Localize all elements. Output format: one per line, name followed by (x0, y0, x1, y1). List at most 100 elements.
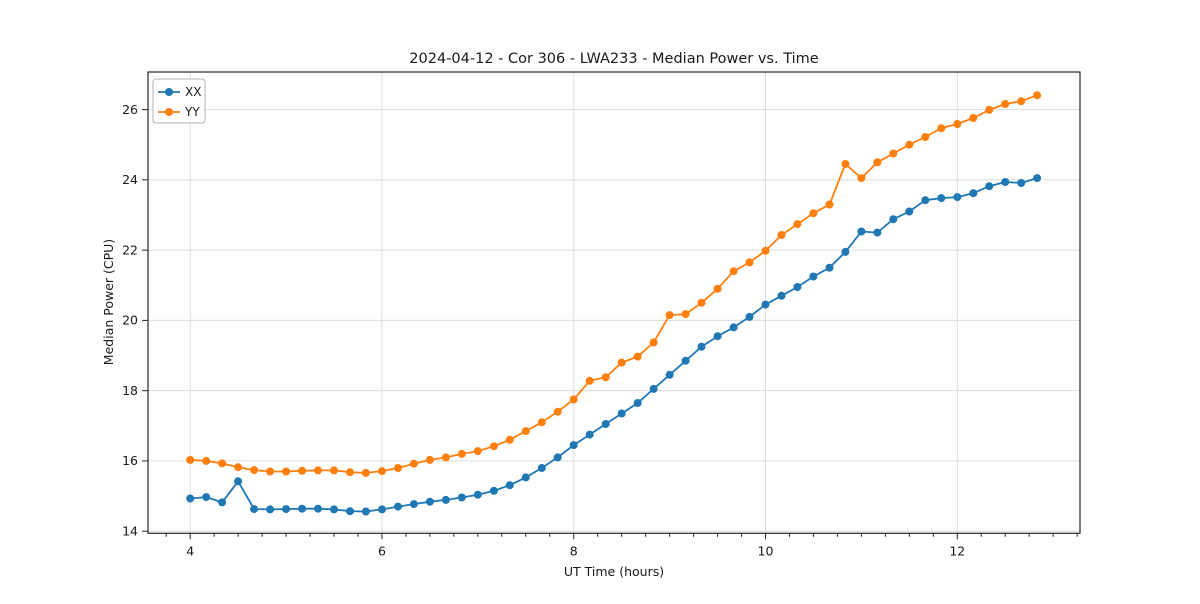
data-point-yy (585, 376, 594, 385)
legend-marker-icon (165, 88, 173, 96)
data-point-xx (681, 356, 690, 365)
data-point-xx (1017, 179, 1026, 187)
data-point-yy (361, 468, 370, 477)
data-point-xx (969, 189, 978, 198)
data-point-xx (457, 493, 466, 502)
y-tick-label: 20 (122, 313, 138, 328)
data-point-yy (681, 310, 690, 319)
data-point-xx (218, 498, 227, 507)
data-point-xx (409, 500, 418, 509)
data-point-xx (489, 486, 498, 495)
data-point-xx (649, 384, 658, 393)
y-tick-label: 26 (122, 102, 138, 117)
data-point-xx (441, 495, 450, 504)
data-point-yy (761, 246, 770, 255)
data-point-yy (537, 418, 546, 427)
data-point-xx (777, 291, 786, 300)
x-tick-label: 4 (186, 543, 194, 558)
data-point-xx (553, 453, 562, 462)
data-point-yy (234, 463, 243, 472)
data-point-yy (713, 284, 722, 293)
x-tick-label: 6 (378, 543, 386, 558)
plot-background (148, 72, 1080, 534)
series-xx (186, 174, 1042, 516)
series-yy (186, 91, 1042, 477)
data-point-xx (857, 227, 866, 236)
data-point-xx (697, 342, 706, 351)
gridlines (148, 72, 1080, 534)
data-point-xx (585, 430, 594, 439)
data-point-xx (250, 505, 259, 514)
data-point-yy (1033, 91, 1042, 100)
data-point-yy (841, 160, 850, 168)
data-point-xx (521, 473, 530, 482)
data-point-yy (921, 133, 930, 141)
data-point-yy (489, 442, 498, 451)
data-point-yy (953, 120, 962, 128)
data-point-xx (713, 332, 722, 341)
data-point-xx (282, 505, 291, 514)
data-point-xx (761, 300, 770, 309)
data-point-xx (394, 502, 402, 511)
data-point-yy (378, 467, 386, 476)
legend-marker-icon (165, 108, 173, 116)
x-tick-label: 10 (758, 543, 774, 558)
data-point-yy (873, 158, 882, 167)
data-point-yy (298, 466, 307, 475)
data-point-yy (617, 358, 626, 367)
legend-item-xx: XX (158, 85, 201, 99)
data-point-xx (633, 399, 642, 407)
data-point-xx (425, 497, 434, 506)
data-point-xx (665, 370, 674, 379)
data-point-yy (457, 449, 466, 458)
data-point-xx (361, 507, 370, 516)
x-tick-label: 12 (949, 543, 965, 558)
data-point-xx (601, 420, 610, 428)
data-point-xx (985, 182, 994, 191)
data-point-xx (921, 196, 930, 205)
data-point-xx (889, 215, 898, 224)
plot-area: 4 6 8 10 12 14 16 18 20 22 24 26 (122, 71, 1081, 558)
data-point-xx (346, 507, 354, 516)
data-point-yy (202, 456, 211, 465)
data-point-yy (1001, 100, 1010, 108)
data-point-xx (186, 494, 195, 503)
data-point-yy (649, 338, 658, 347)
data-point-yy (905, 140, 914, 149)
data-point-yy (857, 174, 866, 183)
data-point-yy (282, 467, 291, 476)
data-point-xx (729, 323, 738, 332)
y-tick-label: 24 (122, 172, 138, 187)
axis-ticks (142, 109, 1078, 540)
legend: XX YY (152, 78, 206, 124)
data-point-xx (745, 312, 754, 321)
y-tick-label: 18 (122, 383, 138, 398)
y-axis-label: Median Power (CPU) (101, 239, 116, 365)
data-point-xx (1001, 178, 1010, 186)
data-point-yy (441, 453, 450, 462)
data-point-xx (841, 247, 850, 256)
data-point-xx (793, 283, 802, 291)
data-point-yy (266, 467, 275, 476)
data-point-yy (521, 427, 530, 436)
data-point-yy (425, 455, 434, 464)
data-point-xx (378, 505, 386, 514)
data-point-xx (873, 228, 882, 237)
data-point-xx (617, 409, 626, 418)
data-point-yy (697, 298, 706, 307)
legend-label: YY (184, 105, 200, 119)
data-point-yy (1017, 97, 1026, 106)
data-point-xx (298, 504, 307, 513)
data-point-yy (825, 200, 834, 209)
data-point-xx (505, 481, 514, 490)
data-point-yy (969, 114, 978, 122)
data-point-xx (825, 263, 834, 272)
data-point-yy (186, 455, 195, 464)
data-point-yy (745, 258, 754, 267)
data-point-yy (777, 231, 786, 239)
data-point-yy (985, 105, 994, 114)
y-tick-label: 14 (122, 523, 138, 538)
data-point-yy (250, 466, 259, 475)
data-point-yy (889, 149, 898, 158)
